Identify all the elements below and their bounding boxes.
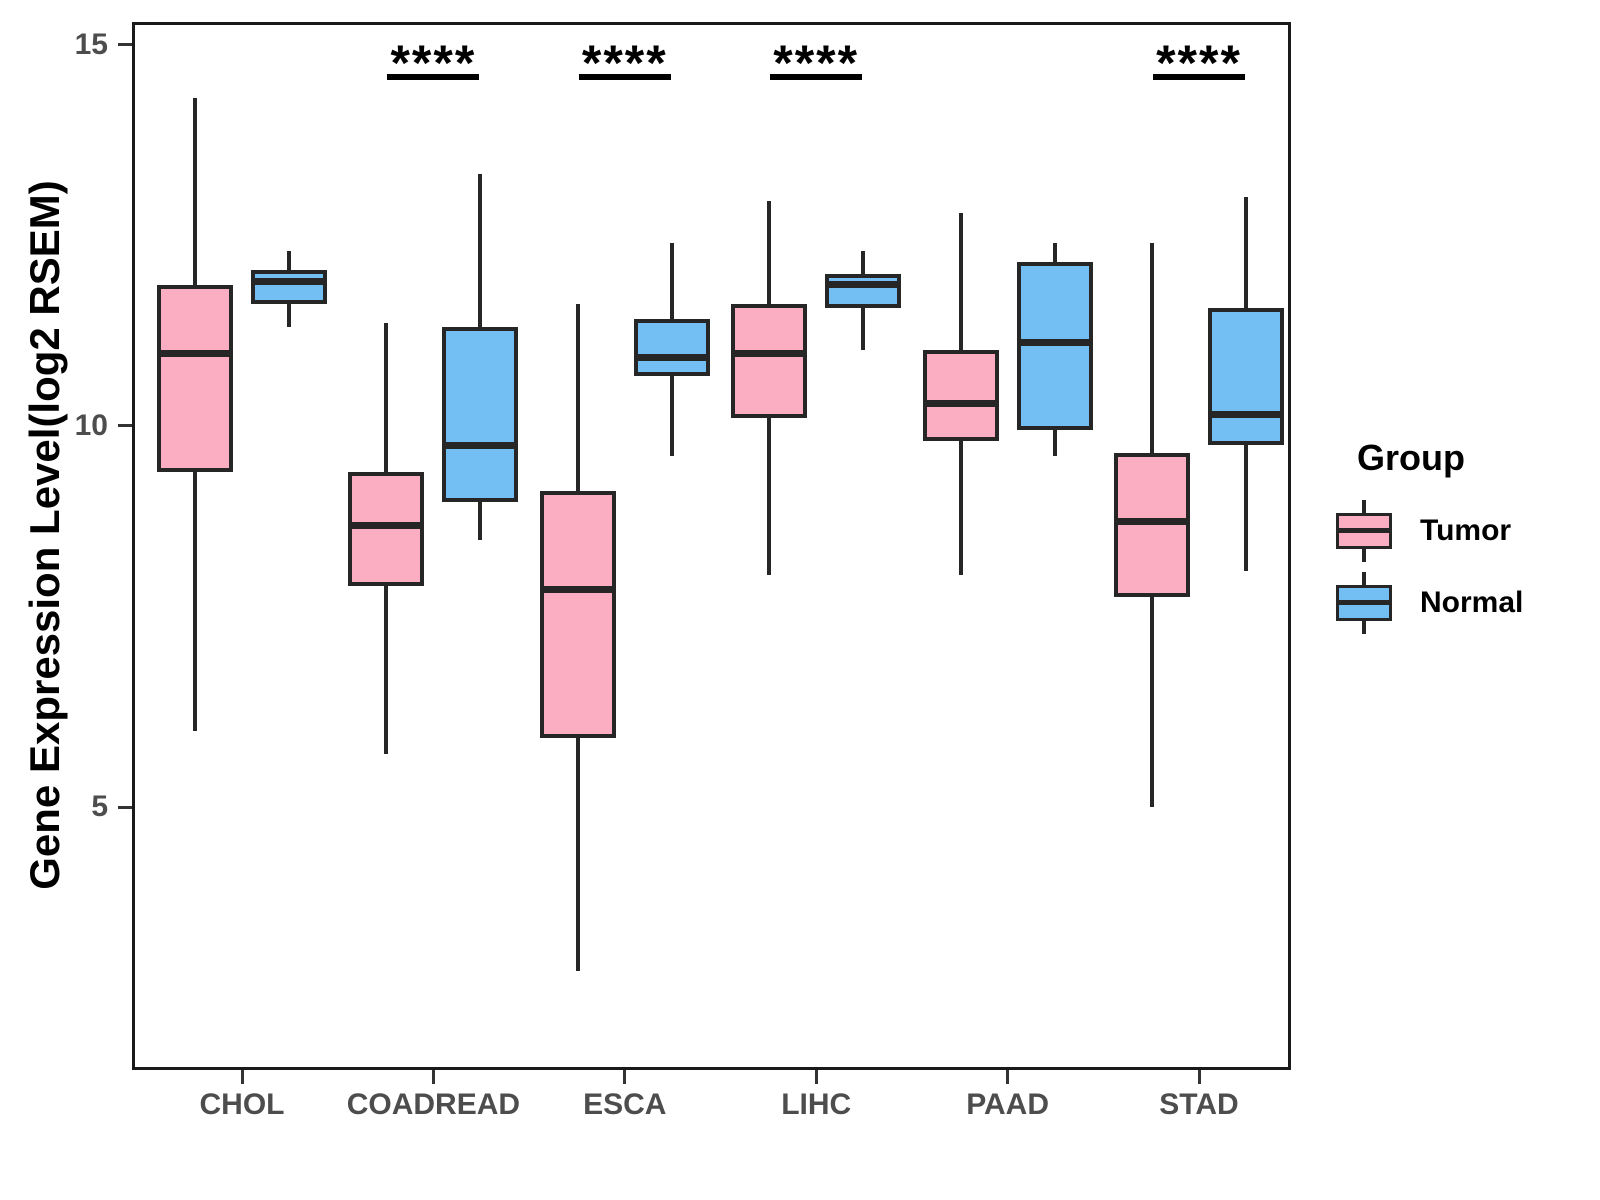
boxplot-CHOL-tumor-median-line (157, 350, 233, 358)
boxplot-ESCA-tumor-median-line (539, 586, 616, 594)
x-tick-mark-COADREAD (431, 1070, 435, 1084)
normal-boxplot-icon (1336, 572, 1392, 634)
significance-bar-LIHC (770, 74, 863, 80)
legend-entry-tumor: Tumor (1330, 498, 1590, 564)
legend-entry-normal: Normal (1330, 570, 1590, 636)
x-tick-mark-PAAD (1006, 1070, 1010, 1084)
boxplot-PAAD-tumor-median-line (922, 399, 999, 407)
boxplot-PAAD-normal-box (1016, 262, 1093, 430)
boxplot-COADREAD-normal-median-line (442, 441, 519, 449)
x-tick-label-LIHC: LIHC (781, 1088, 852, 1121)
y-tick-mark-5 (118, 805, 132, 809)
significance-stars-STAD: **** (1156, 35, 1242, 91)
boxplot-CHOL-tumor-box (157, 284, 233, 472)
boxplot-COADREAD-tumor-box (348, 471, 425, 586)
y-tick-label-5: 5 (91, 790, 108, 824)
legend-label-tumor: Tumor (1420, 514, 1512, 547)
legend-title: Group (1357, 437, 1465, 478)
y-tick-label-15: 15 (74, 27, 108, 61)
x-tick-mark-STAD (1197, 1070, 1201, 1084)
boxplot-LIHC-normal-box (825, 273, 902, 308)
x-tick-label-CHOL: CHOL (199, 1088, 285, 1121)
x-tick-label-STAD: STAD (1159, 1088, 1239, 1121)
boxplot-LIHC-normal-median-line (825, 281, 902, 289)
x-tick-label-COADREAD: COADREAD (346, 1088, 521, 1121)
legend: Group Tumor Normal (1330, 440, 1590, 642)
significance-bar-ESCA (578, 74, 671, 80)
boxplot-STAD-tumor-box (1114, 452, 1190, 598)
x-tick-label-ESCA: ESCA (583, 1088, 667, 1121)
boxplot-CHOL-normal-median-line (251, 277, 327, 285)
tumor-boxplot-icon (1336, 500, 1392, 562)
y-tick-label-10: 10 (74, 408, 108, 442)
boxplot-LIHC-tumor-box (731, 304, 808, 419)
plot-panel (132, 22, 1291, 1070)
boxplot-STAD-tumor-median-line (1114, 517, 1190, 525)
legend-label-normal: Normal (1420, 586, 1524, 619)
boxplot-COADREAD-tumor-median-line (348, 521, 425, 529)
significance-stars-COADREAD: **** (390, 35, 477, 91)
boxplot-PAAD-tumor-box (922, 349, 999, 442)
x-tick-label-PAAD: PAAD (966, 1088, 1049, 1121)
y-tick-mark-15 (118, 43, 132, 47)
boxplot-PAAD-normal-median-line (1016, 338, 1093, 346)
significance-bar-STAD (1153, 74, 1245, 80)
x-tick-mark-ESCA (623, 1070, 627, 1084)
x-tick-mark-CHOL (240, 1070, 244, 1084)
boxplot-CHOL-normal-box (251, 269, 327, 304)
boxplot-LIHC-tumor-median-line (731, 350, 808, 358)
x-tick-mark-LIHC (814, 1070, 818, 1084)
significance-stars-LIHC: **** (773, 35, 860, 91)
boxplot-ESCA-tumor-box (539, 490, 616, 739)
boxplot-STAD-normal-box (1208, 307, 1284, 445)
boxplot-ESCA-normal-median-line (633, 353, 710, 361)
y-tick-mark-10 (118, 424, 132, 428)
significance-stars-ESCA: **** (581, 35, 668, 91)
boxplot-COADREAD-normal-box (442, 326, 519, 503)
boxplot-STAD-normal-median-line (1208, 411, 1284, 419)
significance-bar-COADREAD (387, 74, 480, 80)
boxplot-ESCA-normal-box (633, 319, 710, 377)
